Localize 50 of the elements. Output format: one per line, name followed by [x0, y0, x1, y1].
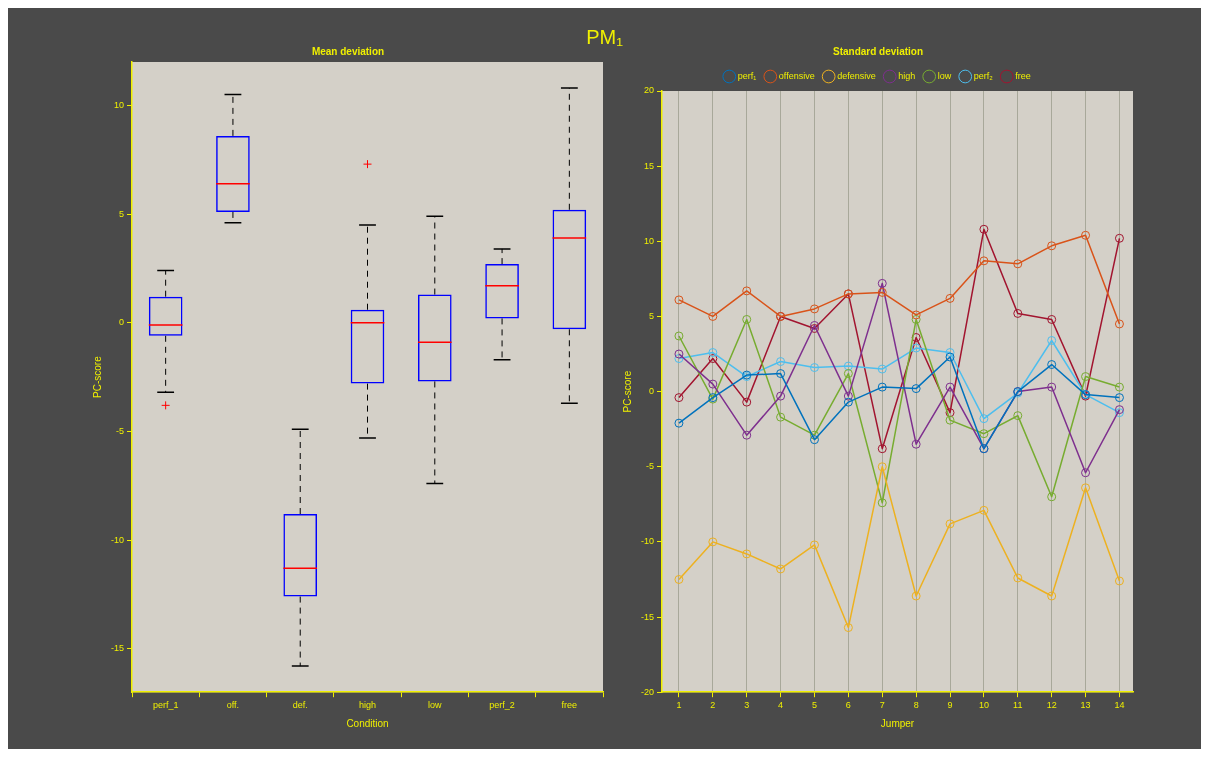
y-tick-label: 10 — [643, 235, 655, 246]
x-tick-label: high — [359, 700, 377, 711]
legend-label: perf₂ — [973, 70, 994, 81]
x-tick-label: 4 — [778, 700, 784, 711]
y-tick-label: 5 — [118, 208, 125, 219]
x-tick-label: 3 — [744, 700, 750, 711]
chart-title: Mean deviation — [311, 45, 385, 57]
y-tick-label: -15 — [110, 643, 125, 654]
x-tick-label: free — [561, 700, 578, 711]
y-tick-label: -10 — [110, 534, 125, 545]
y-tick-label: -5 — [645, 461, 655, 472]
x-tick-label: 14 — [1114, 700, 1125, 711]
legend-label: low — [937, 70, 952, 81]
y-tick-label: 10 — [113, 99, 125, 110]
y-axis-title: PC-score — [91, 355, 103, 398]
x-tick-label: off. — [226, 700, 240, 711]
y-tick-label: 5 — [648, 310, 655, 321]
y-tick-label: 0 — [118, 317, 125, 328]
y-tick-label: 15 — [643, 160, 655, 171]
y-tick-label: 0 — [648, 386, 655, 397]
x-tick-label: 13 — [1080, 700, 1091, 711]
y-tick-label: -10 — [640, 536, 655, 547]
chart-title: Standard deviation — [832, 45, 924, 57]
x-tick-label: def. — [292, 700, 308, 711]
x-tick-label: 1 — [676, 700, 682, 711]
y-tick-label: -15 — [640, 611, 655, 622]
x-tick-label: 8 — [913, 700, 919, 711]
legend-label: defensive — [837, 70, 876, 81]
x-tick-label: low — [428, 700, 443, 711]
y-axis-title: PC-score — [621, 370, 633, 413]
legend-label: high — [898, 70, 916, 81]
y-tick-label: -20 — [640, 686, 655, 697]
x-axis-title: Condition — [346, 717, 389, 729]
x-tick-label: 12 — [1046, 700, 1057, 711]
legend-label: free — [1015, 70, 1031, 81]
x-tick-label: perf_2 — [489, 700, 515, 711]
x-tick-label: perf_1 — [152, 700, 179, 711]
x-tick-label: 5 — [811, 700, 817, 711]
x-tick-label: 7 — [879, 700, 885, 711]
y-tick-label: 20 — [643, 85, 655, 96]
x-tick-label: 9 — [947, 700, 953, 711]
legend-label: perf₁ — [737, 70, 757, 81]
text: PM₁ — [586, 26, 623, 48]
x-tick-label: 2 — [710, 700, 716, 711]
x-tick-label: 11 — [1013, 700, 1023, 711]
x-tick-label: 10 — [978, 700, 989, 711]
x-axis-title: Jumper — [880, 717, 915, 729]
y-tick-label: -5 — [115, 425, 125, 436]
x-tick-label: 6 — [845, 700, 851, 711]
legend-label: offensive — [778, 70, 815, 81]
